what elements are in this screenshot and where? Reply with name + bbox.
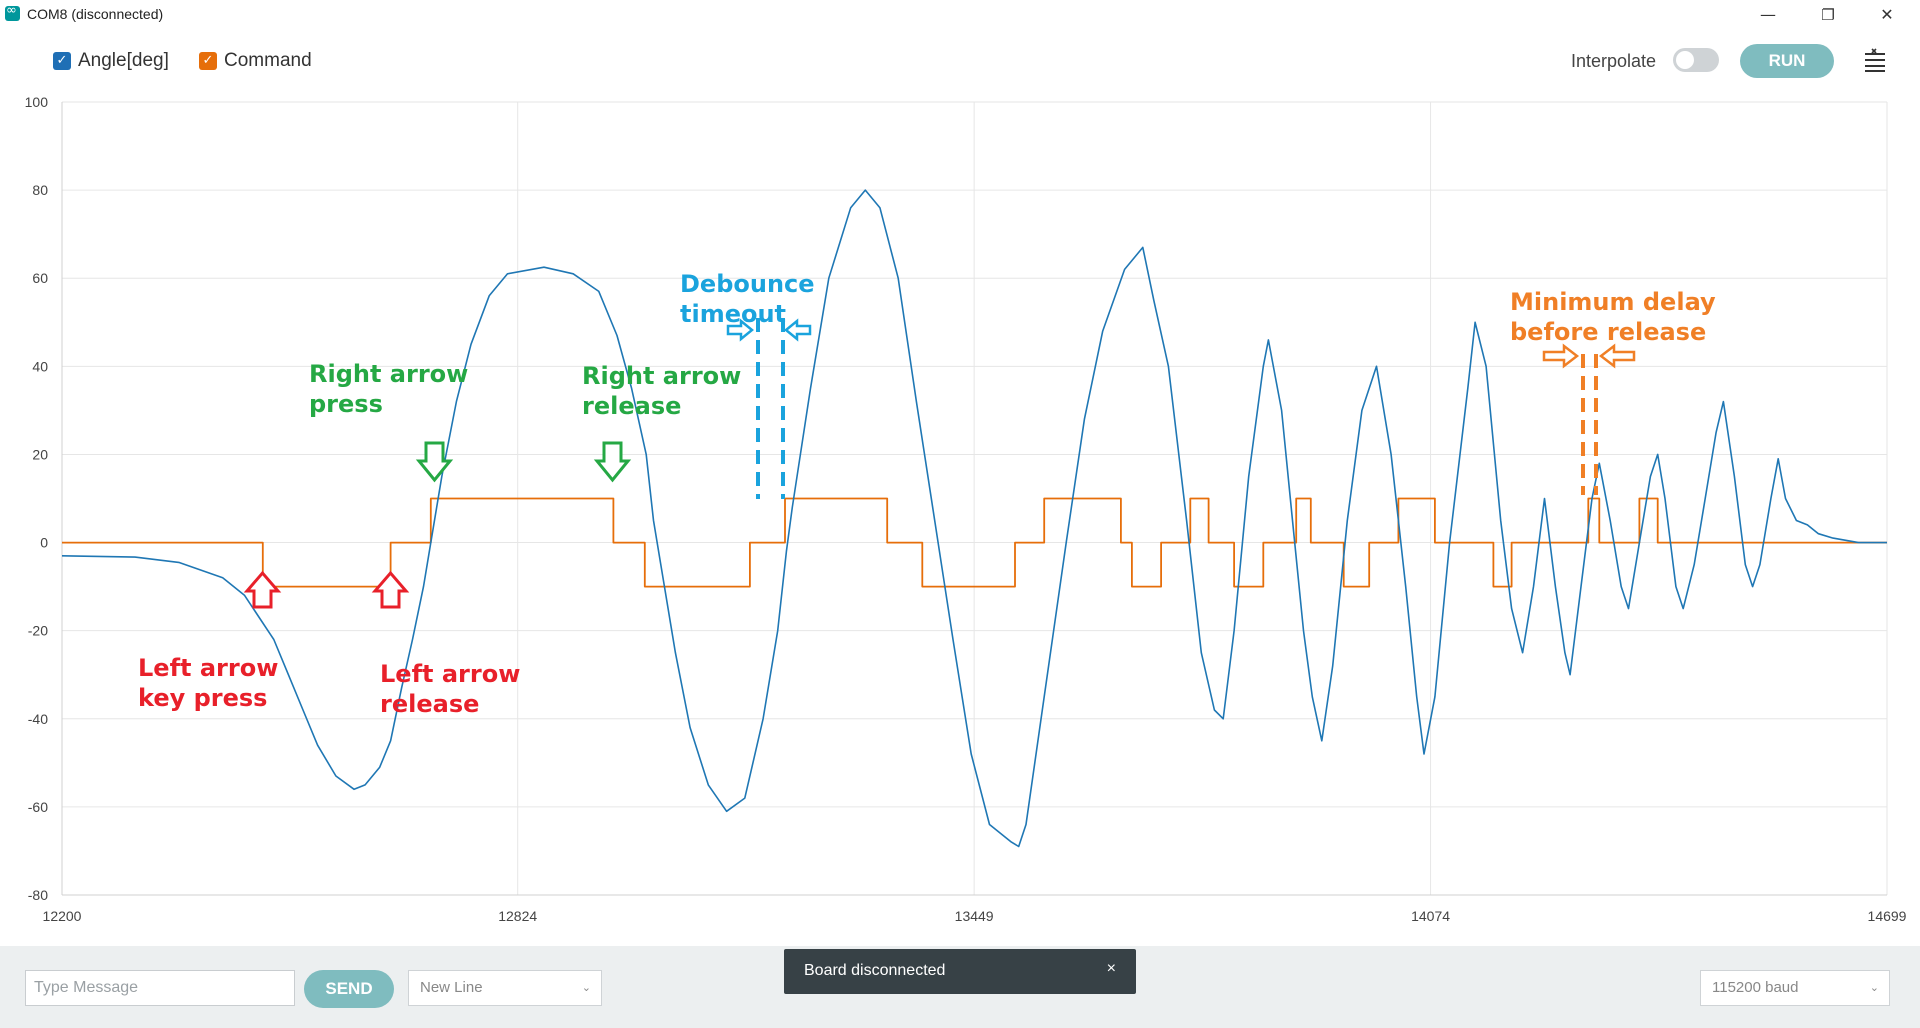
y-tick-label: -40: [28, 711, 48, 727]
line-ending-select[interactable]: New Line ⌄: [408, 970, 602, 1006]
x-tick-label: 12824: [498, 908, 537, 924]
annotation-left-release-line1: Left arrow: [380, 660, 520, 688]
interpolate-label: Interpolate: [1571, 51, 1657, 71]
y-tick-label: 20: [32, 446, 48, 462]
toast-message: Board disconnected: [804, 962, 946, 979]
x-tick-label: 13449: [955, 908, 994, 924]
annotation-left-press-line1: Left arrow: [138, 654, 278, 682]
checkbox-checked-icon[interactable]: ✓: [53, 52, 71, 70]
title-bar: COM8 (disconnected) — ❐ ✕: [0, 0, 1920, 30]
series-line-angle: [61, 189, 1887, 848]
arrow-down-icon: [415, 441, 454, 483]
y-tick-label: 60: [32, 270, 48, 286]
arrow-left-icon: [784, 318, 812, 342]
line-ending-value: New Line: [420, 979, 483, 996]
series-toggle-angle[interactable]: ✓ Angle[deg]: [53, 50, 169, 72]
x-tick-label: 12200: [43, 908, 82, 924]
arrow-left-icon: [1598, 343, 1636, 369]
annotation-left-press-line2: key press: [138, 684, 267, 712]
send-button[interactable]: SEND: [304, 970, 394, 1008]
annotation-min-delay-line2: before release: [1510, 318, 1706, 346]
toggle-knob: [1676, 51, 1694, 69]
chevron-down-icon: ⌄: [581, 982, 591, 994]
x-tick-label: 14699: [1868, 908, 1907, 924]
serial-plotter-chart: 100 80 60 40 20 0 -20 -40 -60 -80 12200 12824 13449 1…: [25, 94, 1907, 924]
annotation-right-release-line2: release: [582, 392, 681, 420]
arrow-up-icon: [243, 570, 282, 609]
close-icon[interactable]: ×: [1106, 960, 1116, 977]
baud-rate-value: 115200 baud: [1712, 979, 1799, 996]
y-tick-label: 80: [32, 182, 48, 198]
arrow-right-icon: [726, 318, 754, 342]
run-button[interactable]: RUN: [1740, 44, 1834, 78]
y-tick-label: -60: [28, 799, 48, 815]
annotation-left-release-line2: release: [380, 690, 479, 718]
minimize-button[interactable]: —: [1760, 5, 1776, 24]
annotation-min-delay-line1: Minimum delay: [1510, 288, 1716, 316]
annotation-debounce-line2: timeout: [680, 300, 786, 328]
plotter-toolbar: ✓ Angle[deg] ✓ Command Interpolate RUN: [0, 30, 1920, 90]
arduino-icon: [5, 3, 20, 21]
y-tick-label: -80: [28, 887, 48, 903]
annotation-right-press-line1: Right arrow: [309, 360, 468, 388]
arrow-up-icon: [371, 570, 410, 609]
y-tick-label: 40: [32, 358, 48, 374]
annotations: Left arrow key press Left arrow release …: [138, 270, 1716, 718]
annotation-arrows: [243, 318, 1636, 609]
y-tick-label: 100: [25, 94, 49, 110]
interpolate-toggle[interactable]: [1673, 48, 1719, 72]
close-window-button[interactable]: ✕: [1880, 5, 1894, 24]
y-tick-label: 0: [40, 535, 48, 551]
annotation-right-release-line1: Right arrow: [582, 362, 741, 390]
disconnected-toast: Board disconnected ×: [784, 949, 1136, 994]
chart-tick-labels: 100 80 60 40 20 0 -20 -40 -60 -80 12200 12824 13449 1…: [25, 94, 1907, 924]
baud-rate-select[interactable]: 115200 baud ⌄: [1700, 970, 1890, 1006]
series-label-angle: Angle[deg]: [78, 50, 169, 71]
annotation-debounce-line1: Debounce: [680, 270, 815, 298]
annotation-right-press-line2: press: [309, 390, 383, 418]
series-toggle-command[interactable]: ✓ Command: [199, 50, 312, 72]
series-label-command: Command: [224, 50, 312, 71]
checkbox-checked-icon[interactable]: ✓: [199, 52, 217, 70]
y-tick-label: -20: [28, 623, 48, 639]
arrow-down-icon: [593, 441, 632, 483]
arrow-right-icon: [1542, 343, 1580, 369]
chevron-down-icon: ⌄: [1869, 982, 1879, 994]
clear-output-icon[interactable]: [1862, 48, 1888, 74]
message-input[interactable]: [25, 970, 295, 1006]
x-tick-label: 14074: [1411, 908, 1450, 924]
chart-series: [61, 189, 1887, 848]
maximize-button[interactable]: ❐: [1821, 6, 1835, 24]
window-title: COM8 (disconnected): [27, 6, 164, 22]
